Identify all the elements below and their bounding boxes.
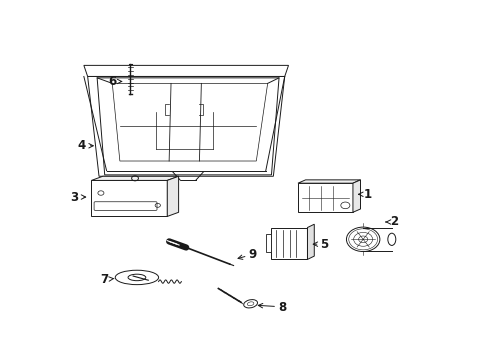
FancyBboxPatch shape: [94, 202, 157, 210]
Text: 1: 1: [363, 188, 371, 201]
Polygon shape: [265, 234, 271, 252]
Text: 9: 9: [248, 248, 256, 261]
Text: 2: 2: [389, 216, 397, 229]
Text: 8: 8: [278, 301, 286, 314]
Text: 7: 7: [101, 273, 108, 286]
Text: 5: 5: [320, 238, 328, 251]
Circle shape: [346, 227, 379, 252]
Text: 4: 4: [78, 139, 86, 152]
Polygon shape: [297, 180, 360, 183]
Text: 6: 6: [108, 75, 116, 88]
Ellipse shape: [247, 302, 253, 306]
Polygon shape: [307, 224, 314, 260]
Polygon shape: [91, 176, 178, 180]
Polygon shape: [87, 76, 284, 176]
Polygon shape: [271, 228, 307, 260]
Text: 3: 3: [70, 190, 78, 203]
Polygon shape: [297, 183, 352, 212]
Polygon shape: [91, 180, 167, 216]
Polygon shape: [167, 176, 178, 216]
Polygon shape: [112, 84, 267, 161]
Polygon shape: [97, 78, 279, 175]
Polygon shape: [84, 66, 288, 76]
Polygon shape: [352, 180, 360, 212]
